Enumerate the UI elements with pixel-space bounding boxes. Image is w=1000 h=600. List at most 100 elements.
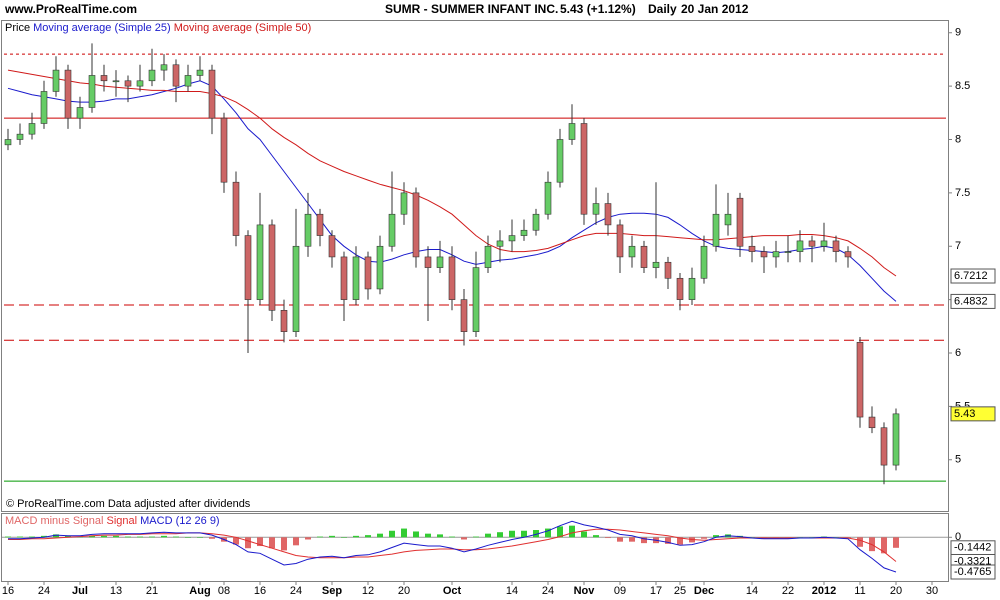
candle-body [484,245,492,268]
candle-body [4,139,12,146]
candle-body [304,213,312,247]
candle-body [784,251,792,253]
histogram-bar [857,537,863,547]
histogram-bar [269,537,275,549]
price-panel [1,20,949,512]
last-value-box [950,293,996,309]
histogram-bar [605,537,611,539]
legend-entry: MACD minus Signal [5,515,103,527]
candle-body [772,251,780,258]
candle-body [292,245,300,332]
chart-title: SUMR - SUMMER INFANT INC. [385,2,558,16]
candle-body [508,235,516,242]
candle-body [796,240,804,252]
histogram-bar [149,536,155,538]
candle-body [868,416,876,429]
candle-body [628,245,636,258]
period: Daily [648,2,677,16]
candle-body [40,91,48,124]
histogram-bar [173,536,179,538]
x-tick-label: Sep [322,585,342,597]
x-tick-label: 16 [254,585,266,597]
candle-body [676,277,684,300]
histogram-bar [341,537,347,538]
quote: 5.43 (+1.12%) [560,2,636,16]
candle-body [592,203,600,215]
candle-body [184,75,192,87]
candle-body [232,181,240,236]
candle-body [76,107,84,119]
legend-entry: Signal [106,515,137,527]
x-tick-label: 22 [782,585,794,597]
candle-body [436,256,444,268]
histogram-bar [257,537,263,547]
histogram-bar [569,525,575,538]
histogram-bar [185,537,191,538]
x-tick-label: 21 [146,585,158,597]
histogram-bar [101,535,107,538]
candle-body [844,251,852,258]
x-tick-label: 11 [854,585,865,597]
candle-body [832,240,840,252]
last-value-box [950,564,996,580]
histogram-bar [41,535,47,538]
x-tick-label: 14 [746,585,758,597]
x-tick-label: 2012 [812,585,836,597]
candle-body [736,197,744,247]
candle-body [16,133,24,140]
last-value-label: 6.7212 [954,270,988,282]
candle-body [316,213,324,236]
candle-body [136,80,144,87]
candle-body [52,69,60,92]
y-tick-label: 0 [955,531,961,543]
candle-body [616,224,624,258]
histogram-bar [365,535,371,538]
x-tick-label: Aug [189,585,210,597]
histogram-bar [293,537,299,546]
candle-body [208,69,216,119]
histogram-bar [617,537,623,542]
date: 20 Jan 2012 [681,2,749,16]
x-tick-label: Nov [574,585,596,597]
candle-body [328,235,336,258]
macd-line [8,520,897,573]
x-tick-label: 12 [362,585,374,597]
histogram-bar [401,528,407,538]
last-value-label: 5.43 [954,408,975,420]
histogram-bar [305,537,311,540]
footer: © ProRealTime.com Data adjusted after di… [6,498,251,510]
candle-body [244,235,252,300]
histogram-bar [17,536,23,538]
x-tick-label: 24 [290,585,302,597]
histogram-bar [245,537,251,549]
candle-body [64,69,72,119]
x-tick-label: 20 [890,585,902,597]
candle-body [664,261,672,279]
candle-body [340,256,348,300]
histogram-bar [593,535,599,538]
x-tick-label: Dec [694,585,714,597]
candle-body [364,256,372,290]
candle-body [472,267,480,332]
candle-body [256,224,264,300]
candle-body [580,123,588,215]
histogram-bar [29,536,35,538]
y-tick-label: 6 [955,347,961,359]
y-tick-label: 5 [955,454,961,466]
histogram-bar [521,530,527,538]
histogram-bar [413,531,419,538]
candle-body [448,256,456,300]
candle-body [604,203,612,226]
candle-body [712,213,720,247]
histogram-bar [377,533,383,538]
candle-body [640,245,648,268]
histogram-bar [557,526,563,538]
x-tick-label: 09 [614,585,626,597]
x-tick-label: 08 [218,585,230,597]
candle-body [748,245,756,252]
histogram-bar [65,535,71,538]
histogram-bar [545,528,551,538]
candle-body [856,342,864,418]
